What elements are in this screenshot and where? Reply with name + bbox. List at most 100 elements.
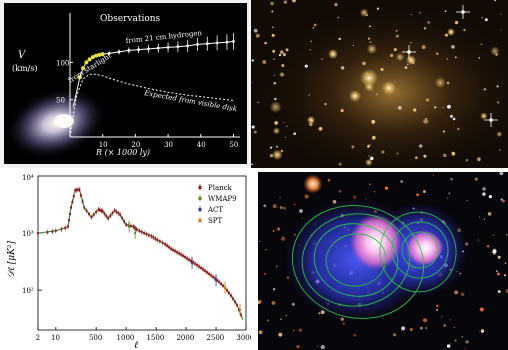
legend-marker: [198, 208, 202, 211]
cluster-galaxy: [272, 127, 281, 135]
y-tick-label: 100: [56, 59, 69, 67]
cluster-galaxy: [481, 16, 484, 19]
starlight-point: [84, 60, 89, 65]
cluster-galaxy: [351, 145, 355, 149]
legend-marker: [198, 197, 202, 200]
data-point: [111, 212, 114, 215]
cluster-galaxy: [407, 63, 409, 66]
cluster-galaxy: [494, 0, 497, 2]
data-point: [222, 284, 225, 287]
background-galaxy: [483, 218, 486, 220]
background-galaxy: [474, 177, 478, 181]
cluster-galaxy: [271, 33, 275, 37]
background-galaxy: [338, 189, 342, 193]
data-point: [234, 300, 237, 303]
cluster-galaxy: [421, 45, 426, 50]
cluster-galaxy: [272, 49, 276, 53]
background-galaxy: [278, 332, 283, 337]
data-point: [164, 243, 167, 246]
cluster-galaxy: [499, 149, 501, 151]
data-point: [226, 289, 229, 292]
cluster-galaxy: [286, 125, 288, 127]
background-galaxy: [401, 326, 406, 331]
background-galaxy: [353, 333, 357, 337]
cluster-galaxy: [382, 81, 396, 95]
data-point: [161, 241, 164, 244]
x-tick-label: 10: [99, 141, 108, 149]
cluster-galaxy: [312, 27, 315, 29]
data-point: [186, 257, 189, 260]
cluster-galaxy: [444, 10, 447, 13]
cluster-galaxy: [422, 117, 430, 125]
data-point: [156, 238, 159, 241]
legend-label: WMAP9: [208, 195, 237, 203]
data-point: [98, 209, 101, 212]
background-galaxy: [317, 345, 319, 347]
background-galaxy: [258, 330, 263, 335]
x-tick-label: 2: [36, 334, 40, 342]
data-point: [215, 279, 218, 282]
cluster-galaxy: [283, 121, 285, 123]
background-galaxy: [453, 326, 456, 329]
cluster-galaxy: [497, 101, 500, 104]
data-point: [180, 253, 183, 256]
data-point: [60, 228, 63, 231]
data-point: [178, 252, 181, 255]
data-point: [83, 206, 86, 209]
cluster-galaxy: [446, 58, 448, 60]
x-axis-label: ℓ: [134, 340, 138, 350]
background-galaxy: [281, 236, 286, 241]
cluster-galaxy: [465, 159, 469, 162]
data-point: [71, 200, 74, 203]
data-point: [154, 237, 157, 240]
data-point: [196, 264, 199, 267]
x-tick-label: 40: [197, 141, 206, 149]
cluster-galaxy: [496, 131, 503, 138]
data-point: [145, 233, 148, 236]
background-galaxy: [419, 326, 423, 330]
background-galaxy: [492, 249, 497, 254]
data-point: [202, 268, 205, 271]
background-galaxy: [423, 318, 428, 323]
cluster-galaxy: [293, 132, 297, 136]
data-point: [95, 210, 98, 213]
cluster-galaxy: [500, 13, 502, 15]
data-point: [204, 269, 207, 272]
background-galaxy: [495, 270, 498, 273]
data-point: [115, 210, 118, 213]
background-galaxy: [446, 344, 451, 348]
mass-contour: [391, 221, 449, 279]
background-galaxy: [482, 187, 486, 191]
background-galaxy: [479, 307, 484, 312]
cluster-galaxy: [368, 25, 371, 28]
x-tick-label: 1000: [117, 334, 135, 342]
data-point: [200, 266, 203, 269]
background-galaxy: [441, 316, 443, 318]
cluster-galaxy: [271, 10, 274, 13]
starlight-point: [90, 55, 95, 60]
cluster-galaxy: [367, 37, 371, 40]
mass-contours: [291, 205, 457, 319]
chart-legend: Planck WMAP9 ACT SPT: [198, 184, 237, 225]
cluster-galaxy: [365, 158, 373, 167]
data-point: [182, 254, 185, 257]
chart-title: Observations: [100, 14, 161, 24]
cluster-galaxy: [371, 119, 376, 124]
x-tick-label: 50: [229, 141, 238, 149]
background-galaxy: [465, 340, 469, 344]
cluster-galaxy: [398, 106, 402, 110]
mass-contour: [325, 233, 387, 287]
hydrogen-point: [127, 48, 131, 52]
cluster-galaxy: [371, 89, 373, 91]
data-point: [152, 236, 155, 239]
foreground-star: [489, 118, 493, 122]
rotation-curve-panel: 10 20 30 40 50 50 100 Observations V (km/s) R …: [0, 0, 251, 168]
cluster-galaxy: [284, 136, 286, 138]
cluster-galaxy: [272, 149, 283, 161]
background-galaxy: [409, 328, 413, 331]
data-point: [210, 274, 213, 277]
bullet-cluster-composite: [258, 172, 508, 350]
cluster-galaxy: [410, 13, 413, 16]
cmb-power-spectrum-panel: 2 10 500 1000 1500 2000 2500 3000 10³ 10² 10⁴ Plan…: [0, 168, 251, 350]
cluster-galaxy: [480, 43, 483, 46]
